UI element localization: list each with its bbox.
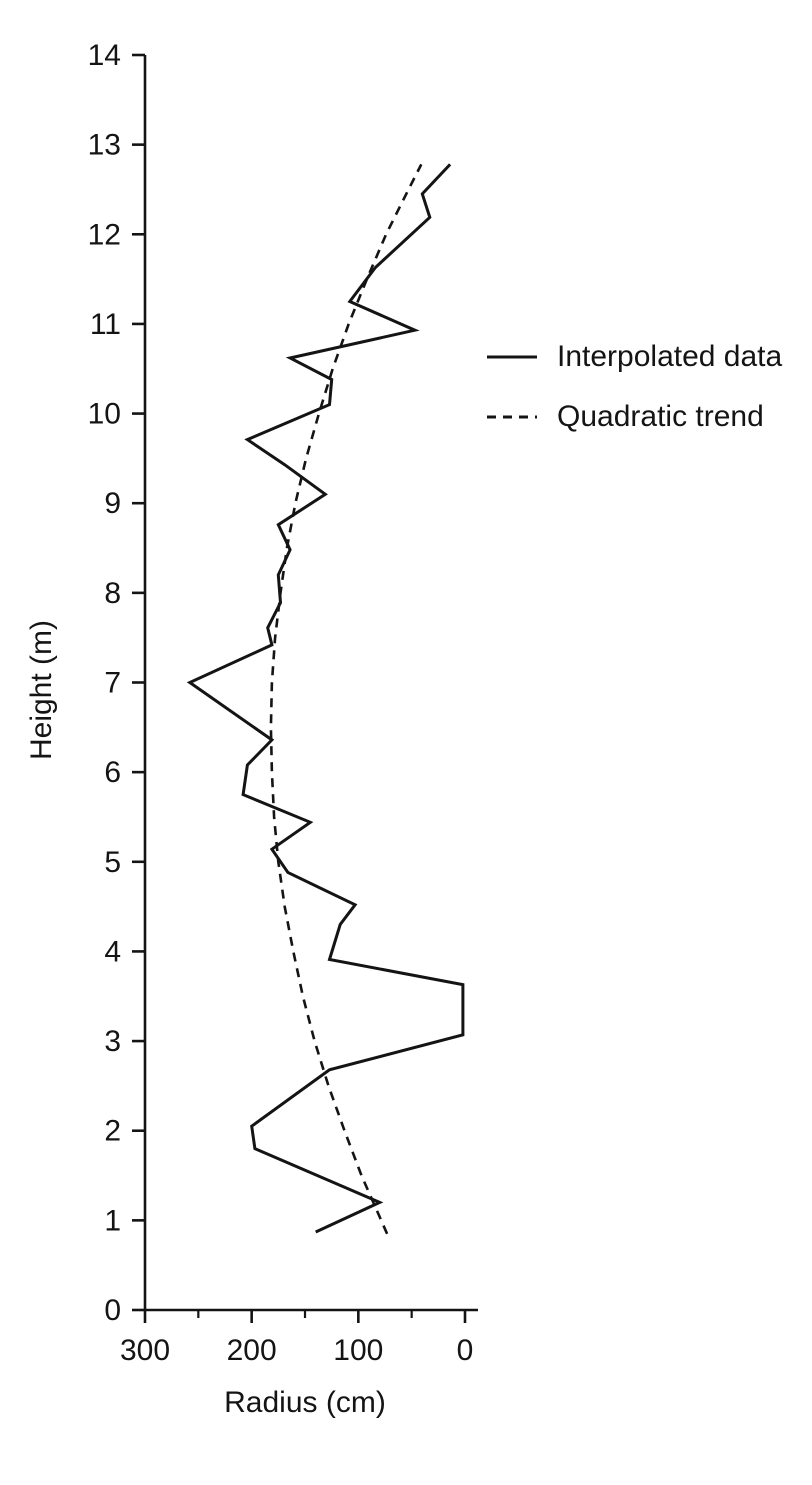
solid-line-key-icon <box>487 355 537 359</box>
x-tick-label: 200 <box>227 1334 277 1367</box>
axes <box>143 55 478 1312</box>
y-tick-label: 6 <box>104 756 121 789</box>
y-tick-label: 2 <box>104 1115 121 1148</box>
series-interpolated-data <box>186 163 465 1234</box>
legend: Interpolated data Quadratic trend <box>487 340 782 434</box>
y-tick-label: 5 <box>104 846 121 879</box>
y-tick-label: 9 <box>104 487 121 520</box>
y-tick-label: 3 <box>104 1025 121 1058</box>
x-tick-label: 300 <box>120 1334 170 1367</box>
legend-label-quadratic-trend: Quadratic trend <box>557 400 764 433</box>
x-axis-title: Radius (cm) <box>224 1386 386 1419</box>
y-tick-label: 10 <box>88 398 121 431</box>
legend-item-interpolated-data: Interpolated data <box>487 340 782 374</box>
y-tick-label: 8 <box>104 577 121 610</box>
legend-label-interpolated-data: Interpolated data <box>557 340 783 373</box>
series-quadratic-trend <box>269 163 423 1235</box>
x-tick-label: 0 <box>457 1334 474 1367</box>
y-tick-label: 0 <box>104 1294 121 1327</box>
y-tick-label: 7 <box>104 667 121 700</box>
y-tick-label: 12 <box>88 218 121 251</box>
legend-item-quadratic-trend: Quadratic trend <box>487 400 782 434</box>
y-tick-label: 11 <box>90 308 121 341</box>
y-tick-label: 4 <box>104 935 121 968</box>
dashed-line-key-icon <box>487 415 537 419</box>
y-axis-title: Height (m) <box>25 619 58 761</box>
y-tick-label: 13 <box>88 129 121 162</box>
x-tick-label: 100 <box>333 1334 383 1367</box>
y-tick-label: 14 <box>88 39 121 72</box>
y-tick-label: 1 <box>104 1204 121 1237</box>
